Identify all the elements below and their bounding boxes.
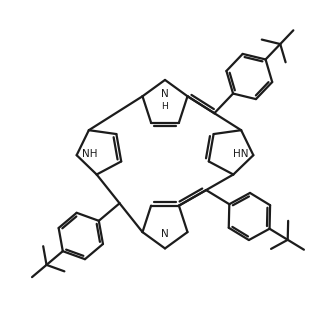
- Text: NH: NH: [82, 148, 97, 158]
- Text: N: N: [161, 89, 169, 99]
- Text: H: H: [162, 102, 168, 111]
- Text: HN: HN: [233, 148, 248, 158]
- Text: N: N: [161, 229, 169, 239]
